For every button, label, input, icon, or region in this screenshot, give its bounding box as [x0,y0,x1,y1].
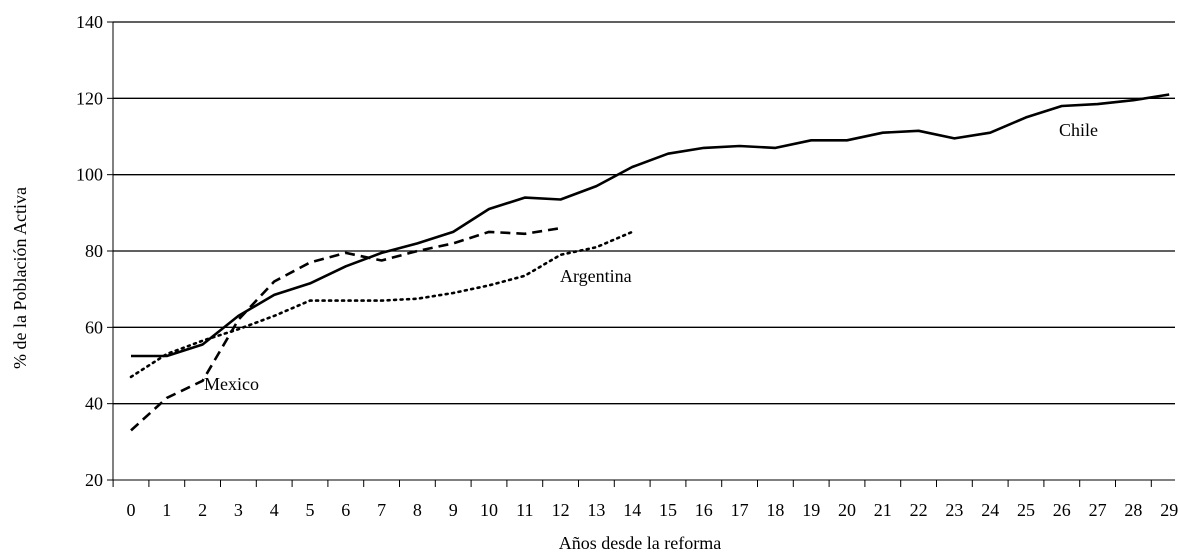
x-tick-label: 13 [587,500,605,520]
x-tick-label: 19 [802,500,820,520]
x-tick-label: 20 [838,500,856,520]
x-tick-label: 11 [516,500,533,520]
x-tick-label: 28 [1124,500,1142,520]
x-tick-label: 2 [198,500,207,520]
x-tick-label: 0 [127,500,136,520]
axes [107,21,1175,487]
x-tick-label: 27 [1089,500,1107,520]
x-tick-label: 24 [981,500,999,520]
y-tick-label: 60 [85,317,103,337]
y-tick-label: 80 [85,241,103,261]
x-tick-label: 3 [234,500,243,520]
y-tick-label: 100 [76,165,103,185]
x-tick-label: 17 [731,500,749,520]
y-tick-label: 20 [85,470,103,490]
series-label-mexico: Mexico [204,374,259,394]
x-tick-label: 8 [413,500,422,520]
x-tick-label: 25 [1017,500,1035,520]
x-tick-labels: 0 1 2 3 4 5 6 7 8 9 10 11 12 13 14 15 16 17 18 19 20 21 22 23 24… [127,500,1179,520]
x-tick-label: 9 [449,500,458,520]
x-axis-label: Años desde la reforma [559,533,721,553]
y-tick-labels: 20 40 60 80 100 120 140 [76,12,103,490]
y-tick-label: 140 [76,12,103,32]
x-tick-label: 16 [695,500,713,520]
x-tick-label: 1 [162,500,171,520]
y-axis-label: % de la Población Activa [10,187,30,369]
x-tick-label: 29 [1160,500,1178,520]
series-lines [129,93,1170,432]
x-tick-label: 12 [552,500,570,520]
x-tick-label: 21 [874,500,892,520]
y-tick-label: 40 [85,394,103,414]
y-tick-label: 120 [76,88,103,108]
x-tick-label: 26 [1053,500,1071,520]
x-tick-label: 4 [270,500,279,520]
x-tick-label: 15 [659,500,677,520]
x-tick-label: 6 [341,500,350,520]
series-line-mexico [130,226,561,432]
x-tick-label: 22 [910,500,928,520]
x-tick-label: 7 [377,500,386,520]
x-tick-label: 5 [306,500,315,520]
x-tick-label: 23 [945,500,963,520]
series-label-chile: Chile [1059,120,1098,140]
series-labels: Chile Mexico Argentina [204,120,1098,394]
series-label-argentina: Argentina [560,266,632,286]
x-tick-label: 10 [480,500,498,520]
gridlines [113,21,1175,405]
x-tick-label: 18 [766,500,784,520]
series-line-chile [131,93,1170,358]
x-tick-label: 14 [623,500,641,520]
series-line-argentina [129,230,634,379]
